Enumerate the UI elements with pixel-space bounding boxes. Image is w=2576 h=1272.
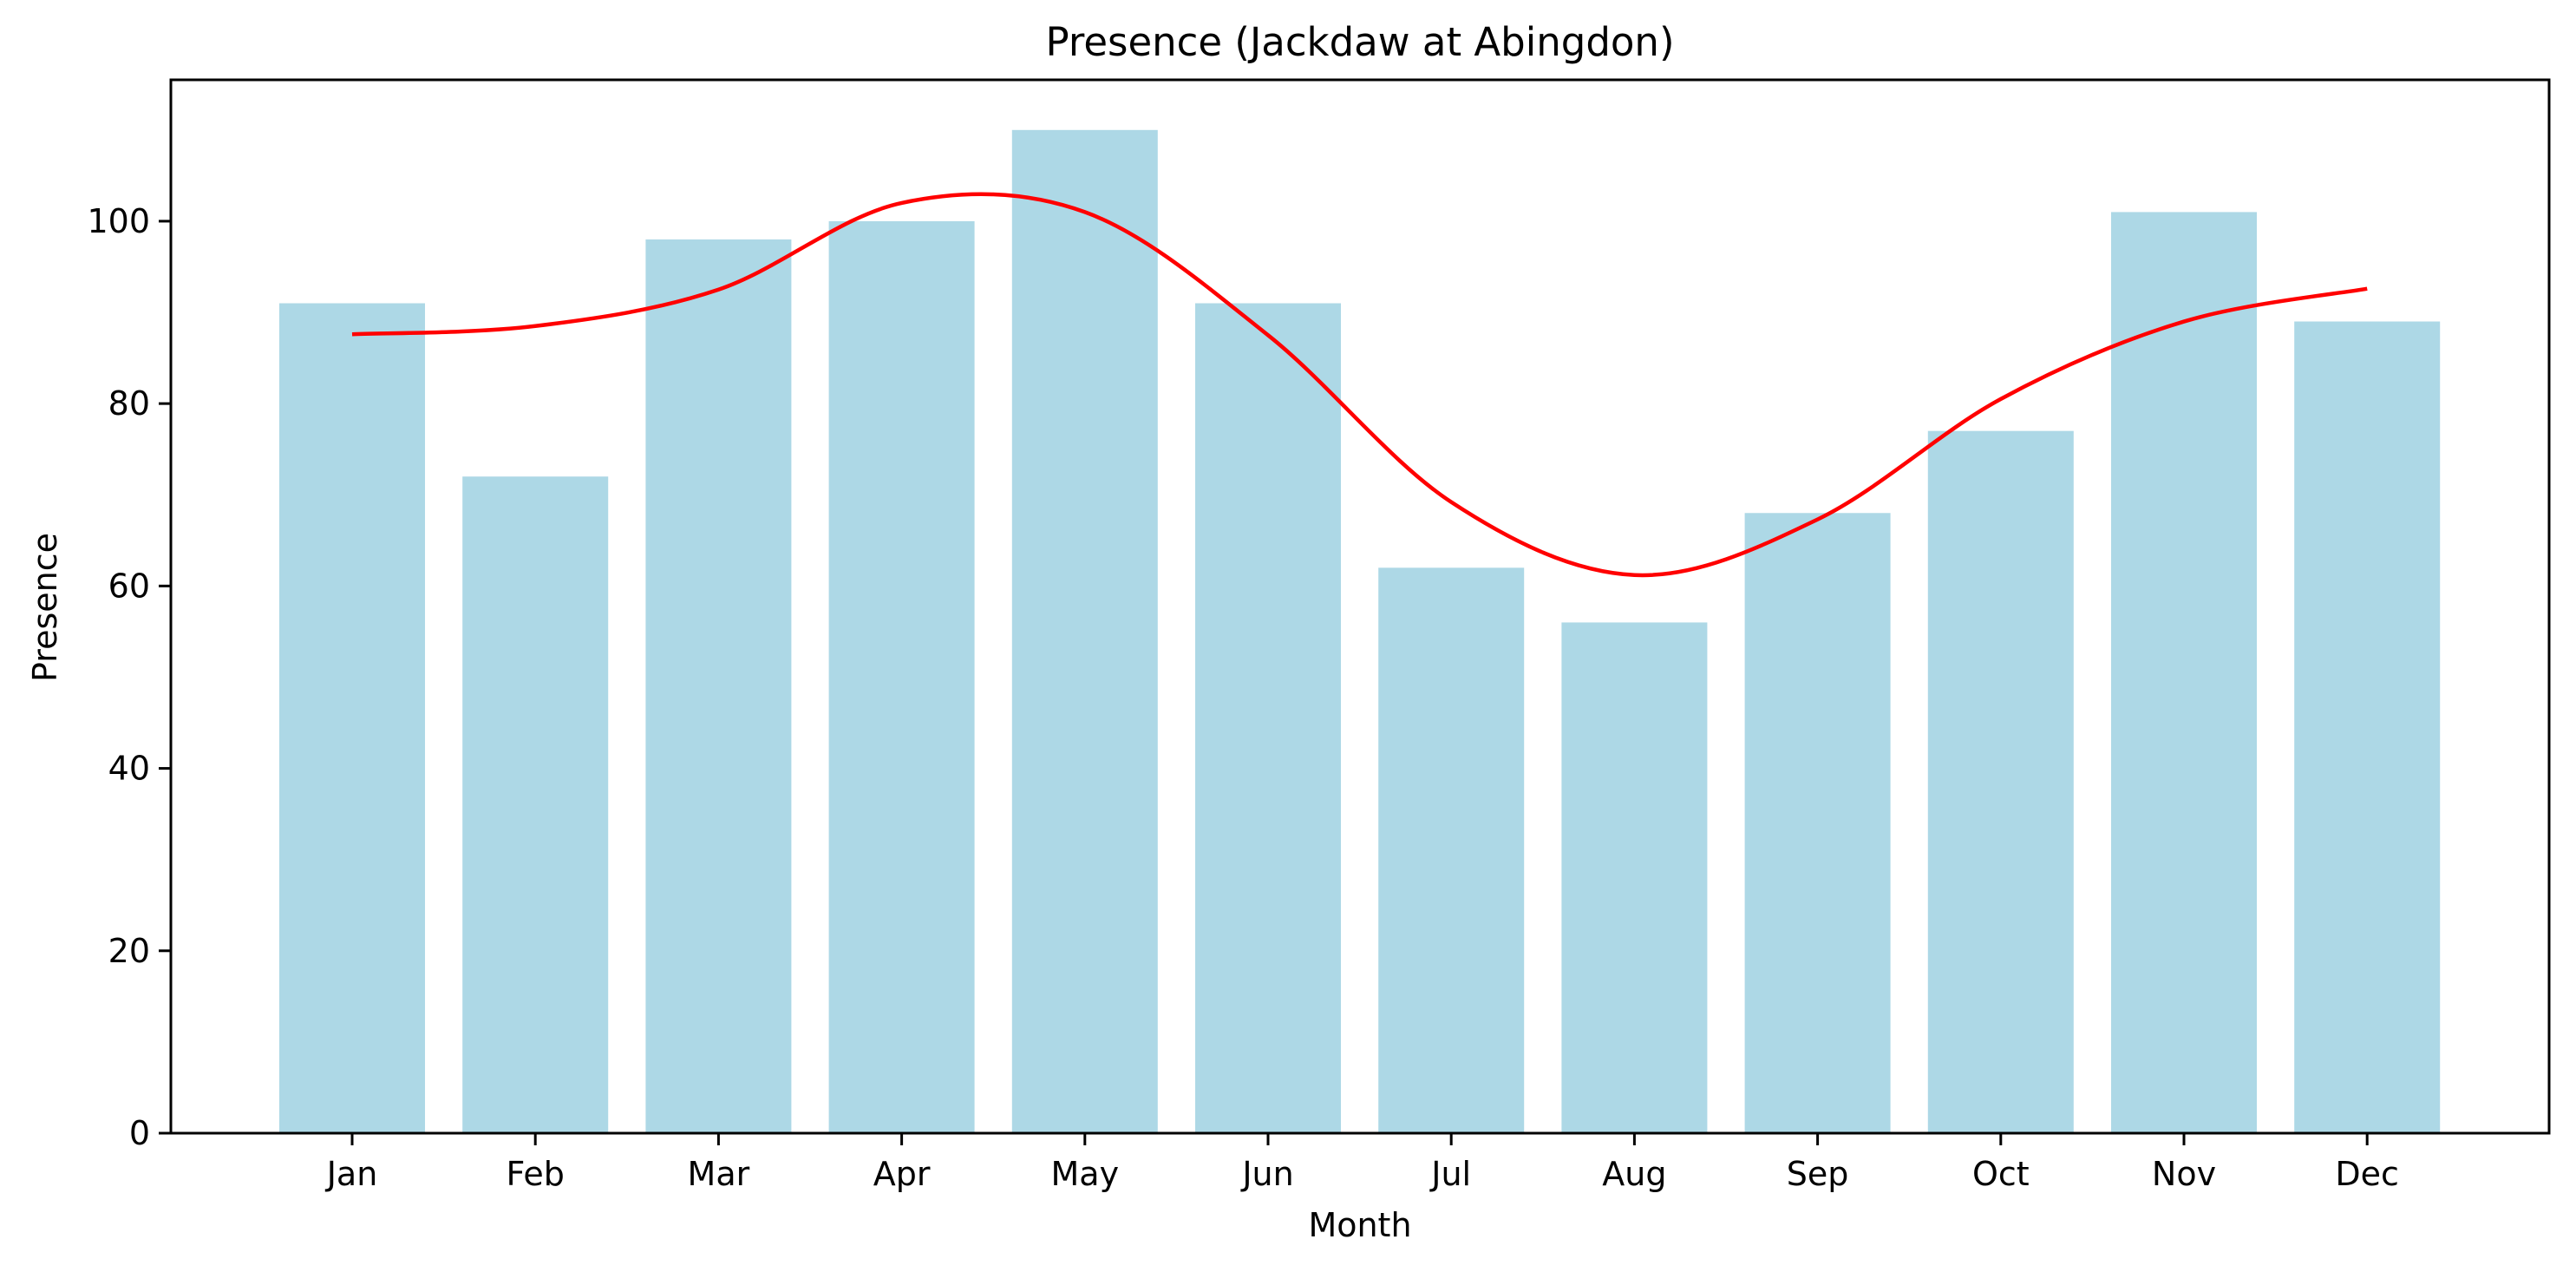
bar-may: [1011, 129, 1158, 1133]
x-axis-title: Month: [1308, 1206, 1411, 1244]
x-tick-label: Sep: [1787, 1155, 1849, 1193]
x-tick-label: Feb: [507, 1155, 565, 1193]
plot-frame: [169, 78, 2551, 1135]
trend-line: [351, 192, 2368, 578]
y-tick-label: 60: [108, 567, 150, 605]
chart-title: Presence (Jackdaw at Abingdon): [1045, 19, 1674, 65]
bars-group: [279, 129, 2441, 1134]
bar-oct: [1927, 430, 2074, 1134]
y-tick-label: 40: [108, 750, 150, 788]
x-axis-ticks: Jan Feb Mar Apr May Jun Jul Aug Sep Oct Nov Dec: [325, 1133, 2399, 1193]
bar-jul: [1378, 567, 1525, 1133]
bar-sep: [1744, 513, 1891, 1133]
trend-line-group: [351, 192, 2368, 578]
x-tick-label: Nov: [2152, 1155, 2216, 1193]
y-tick-label: 100: [87, 202, 150, 240]
bar-jun: [1195, 303, 1341, 1133]
y-axis-ticks: 0 20 40 60 80 100: [87, 202, 171, 1152]
x-tick-label: Mar: [688, 1155, 750, 1193]
x-tick-label: Aug: [1602, 1155, 1666, 1193]
x-tick-label: Apr: [873, 1155, 931, 1193]
bar-nov: [2111, 212, 2257, 1133]
x-tick-label: Jan: [325, 1155, 378, 1193]
bar-jan: [279, 303, 425, 1133]
y-tick-label: 80: [108, 384, 150, 423]
x-tick-label: Jun: [1240, 1155, 1293, 1193]
y-tick-label: 0: [129, 1114, 150, 1152]
y-tick-label: 20: [108, 932, 150, 970]
y-axis-title: Presence: [26, 533, 64, 682]
x-tick-label: Dec: [2335, 1155, 2399, 1193]
bar-mar: [645, 239, 792, 1133]
x-tick-label: May: [1051, 1155, 1120, 1193]
bar-aug: [1561, 622, 1708, 1133]
bar-apr: [828, 220, 975, 1134]
bar-feb: [462, 476, 609, 1133]
bar-dec: [2294, 321, 2441, 1133]
x-tick-label: Jul: [1429, 1155, 1471, 1193]
x-tick-label: Oct: [1972, 1155, 2030, 1193]
